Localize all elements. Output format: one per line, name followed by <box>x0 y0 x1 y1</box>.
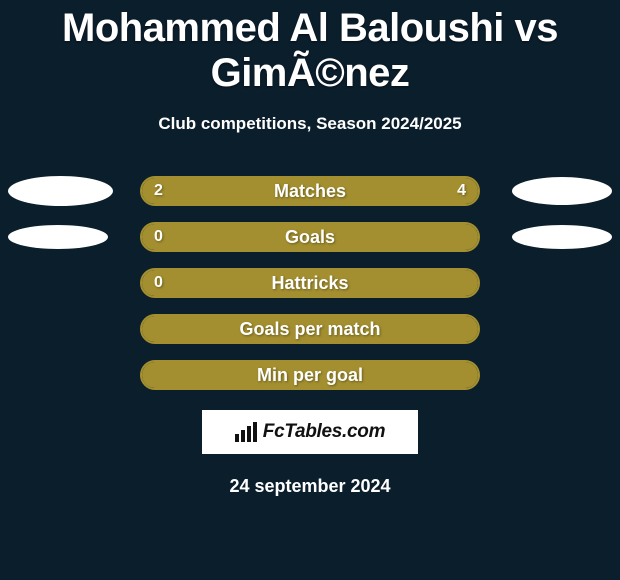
stat-bar: Matches24 <box>140 176 480 206</box>
player-right-avatar <box>512 177 612 205</box>
stat-row-goals: Goals0 <box>0 222 620 252</box>
stat-bar: Goals0 <box>140 222 480 252</box>
page-title: Mohammed Al Baloushi vs GimÃ©nez <box>0 0 620 96</box>
bar-fill <box>142 270 478 296</box>
bar-fill <box>142 224 478 250</box>
watermark: FcTables.com <box>202 410 418 454</box>
watermark-text: FcTables.com <box>263 421 385 443</box>
bar-fill <box>142 316 478 342</box>
player-left-avatar <box>8 225 108 249</box>
player-right-avatar <box>512 225 612 249</box>
player-left-avatar <box>8 176 113 206</box>
stat-row-hattricks: Hattricks0 <box>0 268 620 298</box>
footer-date: 24 september 2024 <box>0 476 620 497</box>
stat-bar: Hattricks0 <box>140 268 480 298</box>
stat-row-goals-per-match: Goals per match <box>0 314 620 344</box>
bar-fill-left <box>142 178 253 204</box>
bar-fill <box>142 362 478 388</box>
chart-icon <box>235 422 257 442</box>
stat-row-min-per-goal: Min per goal <box>0 360 620 390</box>
stat-bar: Goals per match <box>140 314 480 344</box>
page-subtitle: Club competitions, Season 2024/2025 <box>0 114 620 134</box>
comparison-bars: Matches24 Goals0 Hattricks0 Goals per match… <box>0 176 620 390</box>
bar-fill-right <box>253 178 478 204</box>
stat-row-matches: Matches24 <box>0 176 620 206</box>
stat-bar: Min per goal <box>140 360 480 390</box>
